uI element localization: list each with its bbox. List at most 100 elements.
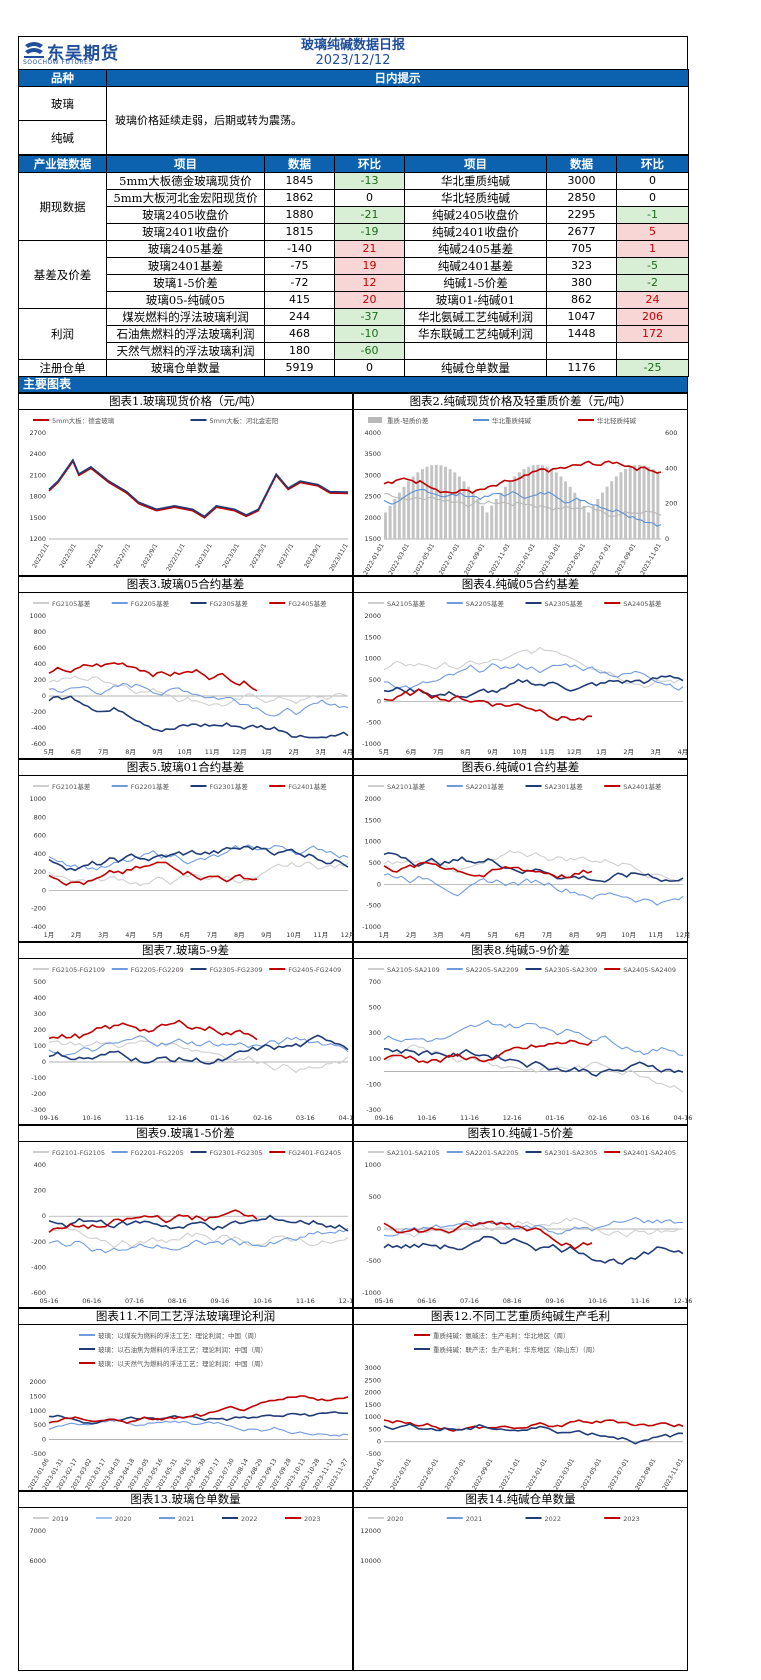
table-row: 玻璃2401收盘价 1815 -19 纯碱2401收盘价 2677 5	[19, 223, 689, 241]
spread-bar	[476, 499, 480, 539]
x-tick-label: 10月	[178, 748, 193, 756]
spread-bar	[545, 466, 549, 539]
spread-bar	[656, 472, 660, 539]
change-left: -19	[334, 223, 405, 241]
value-left: -75	[264, 257, 335, 275]
x-tick-label: 12月	[341, 931, 356, 939]
col-kind: 品种	[18, 69, 107, 87]
y-tick-label: 1500	[364, 816, 381, 824]
x-tick-label: 2022-07-01	[444, 1457, 468, 1491]
x-tick-label: 2023-03-01	[553, 1457, 577, 1491]
legend-item: FG2101基差	[33, 782, 91, 791]
y-tick-label: 500	[369, 676, 381, 684]
legend-item: FG2101-FG2105	[33, 1149, 105, 1157]
legend-label: SA2105基差	[387, 599, 426, 608]
spread-bar	[480, 505, 484, 539]
spread-bar	[540, 465, 544, 539]
spread-bar	[600, 492, 604, 539]
item-left: 玻璃2401基差	[106, 257, 265, 275]
item-left: 5mm大板德金玻璃现货价	[106, 172, 265, 190]
spread-bar	[559, 476, 563, 539]
legend-label: 玻璃：以煤炭为燃料的浮法工艺：理论利润：中国（周）	[98, 1331, 261, 1340]
y-tick-label: -100	[31, 1074, 46, 1082]
x-tick-label: 2月	[623, 748, 634, 756]
y-tick-label: -500	[366, 902, 381, 910]
legend-label: 华北重质纯碱	[492, 416, 532, 425]
spread-bar	[577, 499, 581, 539]
x-tick-label: 10-16	[588, 1297, 607, 1305]
x-tick-label: 03-16	[631, 1114, 650, 1122]
change-right: 1	[616, 240, 689, 258]
y-tick-label: -400	[31, 1263, 46, 1271]
chart-title: 图表13.玻璃仓单数量	[19, 1492, 352, 1508]
legend-label: SA2301基差	[545, 782, 584, 791]
chart-title: 图表4.纯碱05合约基差	[354, 577, 687, 593]
chart-svg: FG2101-FG2105 FG2201-FG2205 FG2301-FG2305 F…	[31, 1149, 357, 1305]
series-line	[383, 488, 662, 527]
item-left: 石油焦燃料的浮法玻璃利润	[106, 325, 265, 343]
spread-bar	[651, 469, 655, 539]
legend-label: SA2305-SA2309	[545, 966, 598, 974]
y-tick-label: 3000	[364, 1364, 381, 1372]
x-tick-label: 11-16	[631, 1297, 650, 1305]
value-left: 415	[264, 291, 335, 309]
legend-item: FG2401基差	[269, 782, 327, 791]
legend-label: SA2405-SA2409	[623, 966, 676, 974]
legend-item: 2023	[604, 1515, 640, 1523]
change-right: -25	[616, 359, 689, 377]
x-tick-label: 2023-09-01	[634, 1457, 658, 1491]
table-row: 玻璃2405收盘价 1880 -21 纯碱2405收盘价 2295 -1	[19, 206, 689, 224]
value-left: -140	[264, 240, 335, 258]
legend-label: FG2205-FG2209	[131, 966, 184, 974]
x-tick-label: 2022-11-01	[498, 1457, 522, 1491]
value-right: 3000	[546, 172, 617, 190]
legend-label: 玻璃：以石油焦为燃料的浮法工艺：理论利润：中国（周）	[98, 1345, 267, 1354]
y-tick-label: 200	[34, 1187, 46, 1195]
legend-label: 2022	[241, 1515, 258, 1523]
x-tick-label: 2022-05-01	[417, 1457, 441, 1491]
y-tick-label: 400	[34, 1161, 46, 1169]
legend-item: SA2401基差	[604, 782, 662, 791]
y-tick-label: 2700	[29, 429, 46, 437]
series-line	[48, 1214, 349, 1232]
x-tick-label: 2023-11-01	[661, 1457, 685, 1491]
table-header: 项目	[106, 155, 265, 173]
y-tick-label: 6000	[29, 1557, 46, 1565]
spread-bar	[397, 492, 401, 539]
chart-title: 图表2.纯碱现货价格及轻重质价差（元/吨）	[354, 394, 687, 410]
y-tick-label: 0	[377, 697, 381, 705]
legend-label: 2021	[466, 1515, 483, 1523]
legend-label: SA2201-SA2205	[466, 1149, 519, 1157]
y-tick-label: -200	[31, 708, 46, 716]
y-tick-label: 4000	[364, 429, 381, 437]
table-row: 5mm大板河北金宏阳现货价 1862 0 华北轻质纯碱 2850 0	[19, 189, 689, 207]
y-tick-label: -400	[31, 923, 46, 931]
legend-label: 玻璃：以天然气为燃料的浮法工艺：理论利润：中国（周）	[98, 1359, 267, 1368]
item-right: 纯碱仓单数量	[404, 359, 547, 377]
series-line	[48, 683, 349, 717]
chart-panel: 图表1.玻璃现货价格（元/吨） 5mm大板：德金玻璃 5mm大板：河北金宏阳 2700…	[18, 393, 353, 576]
spread-bar	[633, 465, 637, 539]
legend-label: SA2401基差	[623, 782, 662, 791]
y-tick-label: 300	[34, 1010, 46, 1018]
value-right: 2295	[546, 206, 617, 224]
spread-bar	[457, 476, 461, 539]
spread-bar	[393, 499, 397, 539]
legend-label: 2019	[52, 1515, 69, 1523]
y2-tick-label: 600	[665, 429, 677, 437]
series-line	[48, 1034, 349, 1065]
x-tick-label: 12月	[232, 748, 247, 756]
x-tick-label: 2023-05-01	[564, 542, 588, 576]
x-tick-label: 9月	[487, 748, 498, 756]
y-tick-label: 7000	[29, 1527, 46, 1535]
col-tips: 日内提示	[106, 69, 689, 87]
x-tick-label: 10-16	[253, 1297, 272, 1305]
y-tick-label: 200	[34, 1026, 46, 1034]
x-tick-label: 02-16	[588, 1114, 607, 1122]
legend-item: FG2205-FG2209	[111, 966, 184, 974]
x-tick-label: 4月	[125, 931, 136, 939]
spread-bar	[467, 486, 471, 539]
y-tick-label: 0	[42, 886, 46, 894]
spread-bar	[554, 472, 558, 539]
spread-bar	[508, 481, 512, 539]
